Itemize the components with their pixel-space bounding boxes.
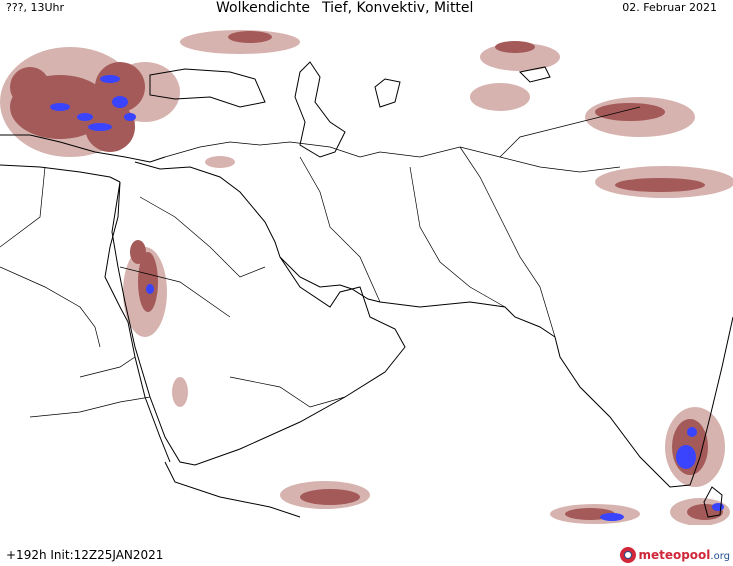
- map-title-layers: Tief, Konvektiv, Mittel: [322, 0, 474, 16]
- map-title: Wolkendichte Tief, Konvektiv, Mittel: [216, 0, 473, 17]
- model-run-info: +192h Init:12Z25JAN2021: [6, 548, 164, 562]
- map-title-main: Wolkendichte: [216, 0, 311, 16]
- country-borders: [0, 106, 641, 418]
- cloud-map: [0, 30, 733, 525]
- coastlines: [0, 61, 733, 518]
- meteopool-logo-text: meteopool.org: [638, 548, 730, 562]
- meteopool-logo-icon: [620, 547, 637, 563]
- forecast-time-label: ???, 13Uhr: [6, 1, 65, 14]
- forecast-date: 02. Februar 2021: [622, 1, 717, 14]
- cloud-convective-layer: [50, 75, 724, 521]
- meteopool-logo[interactable]: meteopool.org: [620, 545, 730, 565]
